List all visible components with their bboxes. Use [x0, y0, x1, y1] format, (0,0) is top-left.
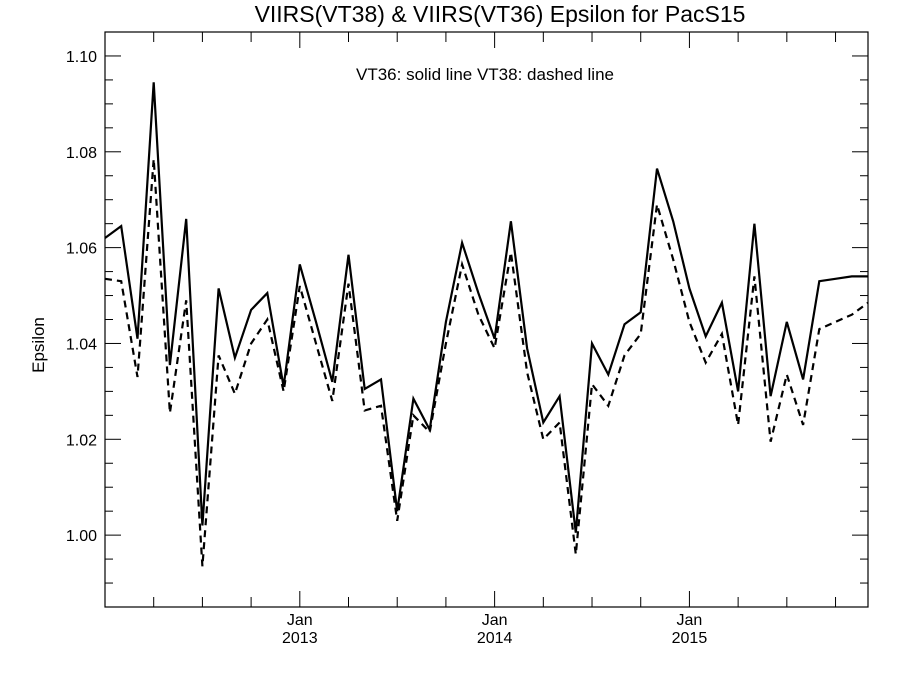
series-line-vt38 — [104, 158, 869, 567]
x-tick-label-year: 2013 — [282, 630, 318, 647]
legend-annotation: VT36: solid line VT38: dashed line — [356, 65, 614, 84]
series-line-vt36 — [104, 82, 868, 533]
y-axis: 1.00 1.02 1.04 1.06 1.08 1.10 — [66, 31, 868, 608]
x-tick-label-year: 2015 — [672, 630, 708, 647]
x-tick-label-month: Jan — [287, 612, 313, 629]
chart-title: VIIRS(VT38) & VIIRS(VT36) Epsilon for Pa… — [255, 1, 746, 27]
y-tick-label: 1.08 — [66, 145, 97, 162]
series-group — [104, 82, 869, 567]
y-tick-label: 1.00 — [66, 528, 97, 545]
x-tick-label-year: 2014 — [477, 630, 513, 647]
y-tick-label: 1.04 — [66, 336, 97, 353]
y-axis-label: Epsilon — [29, 317, 48, 373]
y-tick-label: 1.02 — [66, 432, 97, 449]
x-tick-label-month: Jan — [482, 612, 508, 629]
plot-frame — [104, 31, 869, 608]
x-tick-label-month: Jan — [677, 612, 703, 629]
y-tick-label: 1.06 — [66, 241, 97, 258]
y-tick-label: 1.10 — [66, 49, 97, 66]
